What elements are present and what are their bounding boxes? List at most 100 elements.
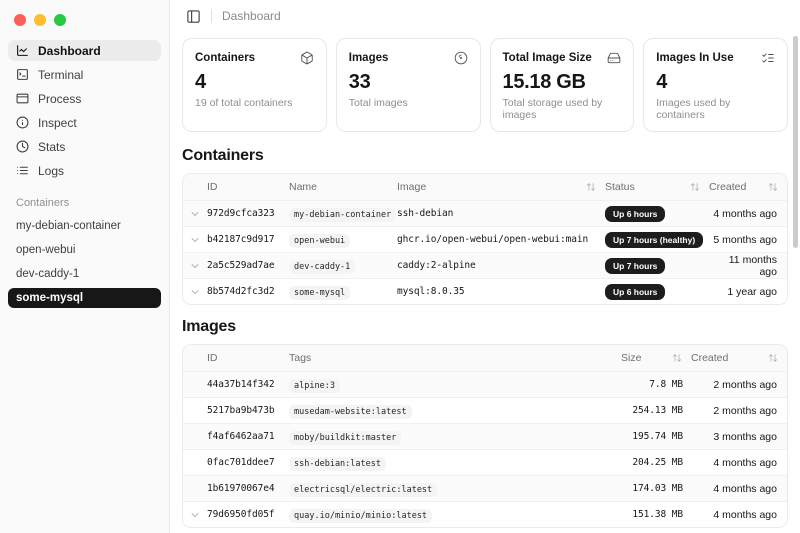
maximize-button[interactable] [54,14,66,26]
sidebar-nav-item[interactable]: Terminal [8,64,161,85]
image-row[interactable]: 44a37b14f342 alpine:3 7.8 MB 2 months ag… [183,371,787,397]
container-image: ssh-debian [397,208,454,219]
sidebar-container-item[interactable]: open-webui [8,240,161,260]
sidebar-container-item[interactable]: dev-caddy-1 [8,264,161,284]
container-name-badge: some-mysql [289,285,351,300]
clock-icon [16,140,29,153]
image-row[interactable]: 0fac701ddee7 ssh-debian:latest 204.25 MB… [183,449,787,475]
containers-heading: Containers [182,147,264,164]
column-header-status[interactable]: Status [605,181,709,193]
column-header-created[interactable]: Created [709,181,787,193]
container-id: 972d9cfca323 [207,208,275,219]
image-row[interactable]: 5217ba9b473b musedam-website:latest 254.… [183,397,787,423]
image-row[interactable]: 79d6950fd05f quay.io/minio/minio:latest … [183,501,787,527]
sort-icon[interactable] [690,182,700,192]
image-size: 195.74 MB [632,431,683,442]
sidebar-nav-label: Dashboard [38,43,101,58]
sort-icon[interactable] [768,182,778,192]
image-size: 174.03 MB [632,483,683,494]
chevron-down-icon[interactable] [183,286,207,298]
container-image: ghcr.io/open-webui/open-webui:main [397,234,589,245]
container-created: 5 months ago [713,233,777,246]
info-icon [16,116,29,129]
image-tag-badge: electricsql/electric:latest [289,482,438,497]
image-id: 0fac701ddee7 [207,457,275,468]
image-created: 2 months ago [713,404,777,417]
sidebar-nav-item[interactable]: Logs [8,160,161,181]
image-size: 204.25 MB [632,457,683,468]
container-row[interactable]: 972d9cfca323 my-debian-container ssh-deb… [183,200,787,226]
sidebar-section-label: Containers [16,197,70,209]
chart-line-icon [16,44,29,57]
stat-card-title: Total Image Size [502,52,592,64]
window-controls [0,0,169,38]
stat-card-title: Containers [195,52,256,64]
breadcrumb: Dashboard [222,9,281,23]
stat-card-subtitle: 19 of total containers [195,97,293,109]
sidebar-nav-item[interactable]: Stats [8,136,161,157]
column-header-id: ID [207,181,218,193]
sidebar-container-list: my-debian-container open-webui dev-caddy… [0,216,169,308]
images-heading: Images [182,318,236,335]
status-badge: Up 6 hours [605,283,666,300]
chevron-down-icon[interactable] [183,208,207,220]
sidebar-nav-label: Inspect [38,115,77,130]
main-content: Dashboard Containers 4 19 of total conta… [170,0,800,533]
stat-card-value: 15.18 GB [502,71,587,93]
container-name-label: my-debian-container [16,220,121,232]
container-row[interactable]: 2a5c529ad7ae dev-caddy-1 caddy:2-alpine … [183,252,787,278]
stat-card: Containers 4 19 of total containers [182,38,327,132]
column-header-name: Name [289,181,318,193]
chevron-down-icon[interactable] [183,260,207,272]
scrollbar-thumb[interactable] [793,36,798,248]
sidebar-container-item[interactable]: my-debian-container [8,216,161,236]
column-header-size[interactable]: Size [621,352,691,364]
image-tag-badge: moby/buildkit:master [289,430,402,445]
image-tag-badge: alpine:3 [289,378,340,393]
container-row[interactable]: 8b574d2fc3d2 some-mysql mysql:8.0.35 Up … [183,278,787,304]
sort-icon[interactable] [586,182,596,192]
image-tag-badge: ssh-debian:latest [289,456,386,471]
sort-icon[interactable] [672,353,682,363]
sidebar-nav-item[interactable]: Process [8,88,161,109]
terminal-icon [16,68,29,81]
stat-card-subtitle: Total storage used by images [502,97,603,121]
stat-card: Images 33 Total images [335,38,481,132]
sort-icon[interactable] [768,353,778,363]
sidebar-container-item[interactable]: some-mysql [8,288,161,308]
close-button[interactable] [14,14,26,26]
containers-table: ID Name Image Status Created 97 [182,173,788,305]
image-size: 254.13 MB [632,405,683,416]
sidebar-nav-item[interactable]: Dashboard [8,40,161,61]
stat-card: Images In Use 4 Images used by container… [643,38,788,132]
image-id: 79d6950fd05f [207,509,275,520]
column-header-id: ID [207,352,218,364]
status-badge: Up 7 hours (healthy) [605,231,704,248]
image-id: 44a37b14f342 [207,379,275,390]
image-created: 2 months ago [713,378,777,391]
chevron-down-icon[interactable] [183,509,207,521]
container-row[interactable]: b42187c9d917 open-webui ghcr.io/open-web… [183,226,787,252]
minimize-button[interactable] [34,14,46,26]
sidebar-nav-item[interactable]: Inspect [8,112,161,133]
images-table-header: ID Tags Size Created [183,345,787,371]
image-created: 4 months ago [713,508,777,521]
image-row[interactable]: 1b61970067e4 electricsql/electric:latest… [183,475,787,501]
sidebar-nav-label: Process [38,91,82,106]
column-header-created[interactable]: Created [691,352,787,364]
stat-cards: Containers 4 19 of total containers Imag… [170,32,800,134]
divider [211,9,212,23]
image-id: 1b61970067e4 [207,483,275,494]
container-name-badge: dev-caddy-1 [289,259,356,274]
column-header-image[interactable]: Image [397,181,605,193]
topbar: Dashboard [170,0,800,32]
container-name-label: open-webui [16,244,76,256]
panel-left-icon[interactable] [186,9,201,24]
image-row[interactable]: f4af6462aa71 moby/buildkit:master 195.74… [183,423,787,449]
window-icon [16,92,29,105]
container-created: 4 months ago [713,207,777,220]
chevron-down-icon[interactable] [183,234,207,246]
stat-card-value: 33 [348,71,371,93]
container-image: caddy:2-alpine [397,260,476,271]
sidebar-nav: Dashboard Terminal Process Inspect [0,38,169,181]
